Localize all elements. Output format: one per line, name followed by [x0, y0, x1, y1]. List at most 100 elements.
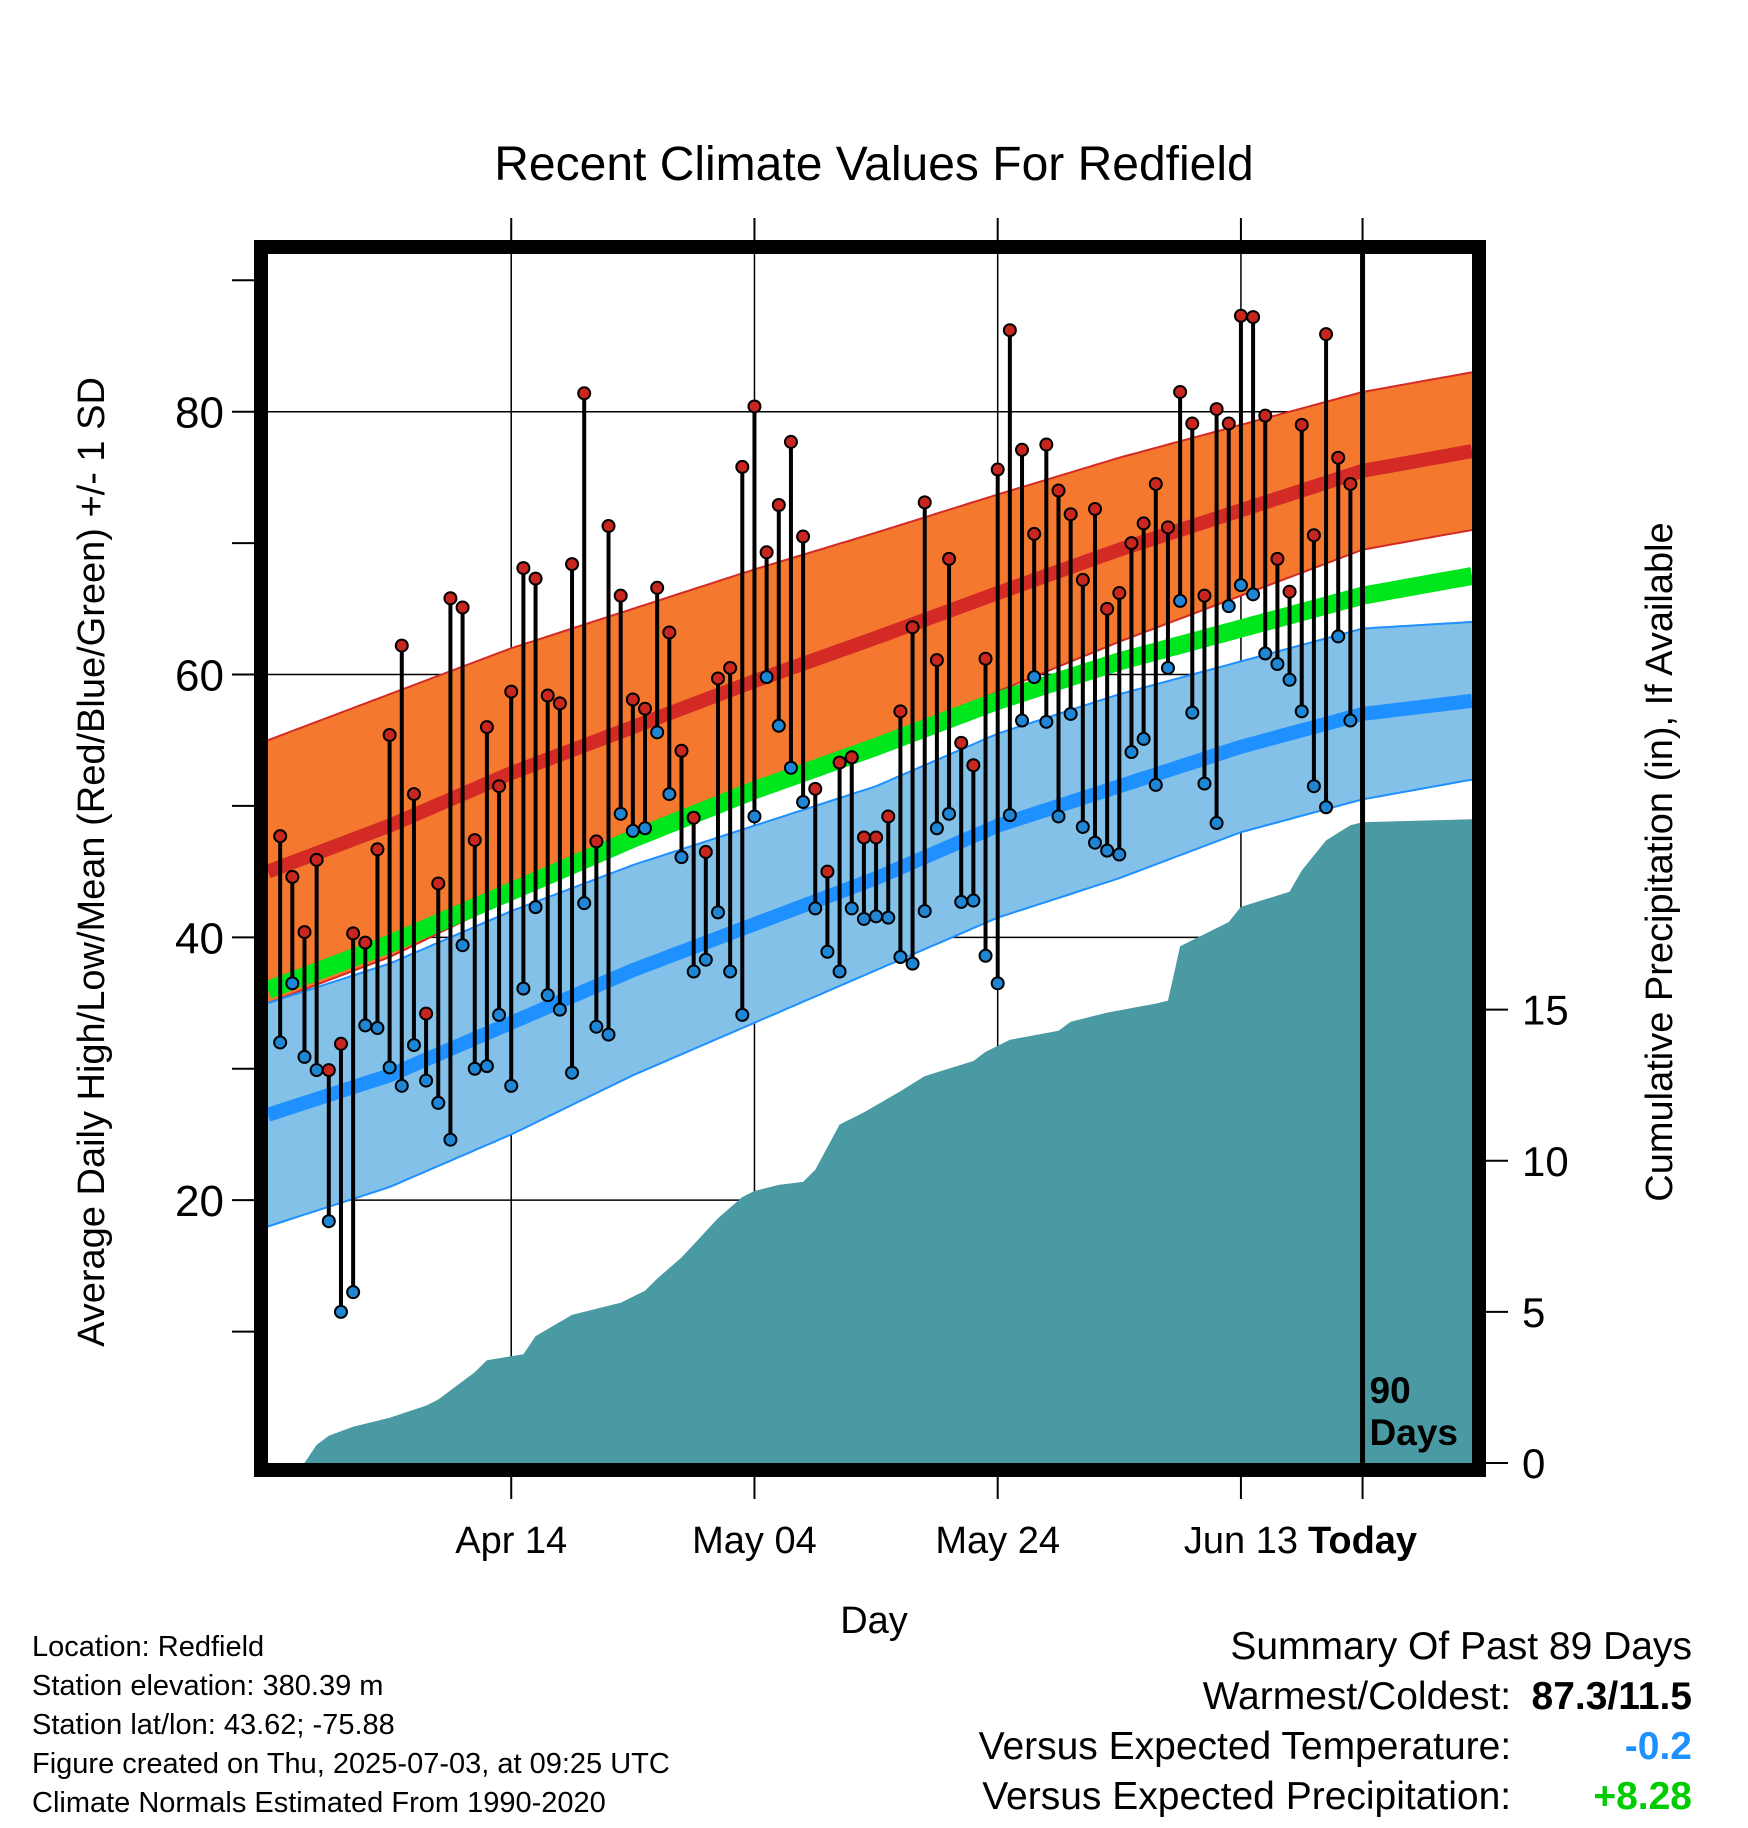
observed-low-point — [333, 1304, 348, 1319]
observed-high-point — [735, 459, 750, 474]
y-tick-label: 80 — [175, 389, 224, 438]
observed-high-point — [333, 1036, 348, 1051]
observed-low-point — [650, 725, 665, 740]
observed-low-point — [1160, 660, 1175, 675]
observed-high-point — [747, 399, 762, 414]
observed-low-point — [406, 1038, 421, 1053]
observed-low-point — [832, 964, 847, 979]
observed-low-point — [370, 1021, 385, 1036]
observed-high-point — [528, 571, 543, 586]
observed-low-point — [638, 821, 653, 836]
observed-low-point — [297, 1049, 312, 1064]
observed-low-point — [1173, 593, 1188, 608]
observed-low-point — [1112, 847, 1127, 862]
x-tick-label: May 24 — [935, 1520, 1060, 1562]
y-tick-label: 40 — [175, 914, 224, 963]
observed-low-point — [735, 1007, 750, 1022]
observed-high-point — [942, 551, 957, 566]
observed-low-point — [1063, 706, 1078, 721]
observed-high-point — [990, 462, 1005, 477]
observed-high-point — [565, 557, 580, 572]
observed-high-point — [540, 688, 555, 703]
observed-high-point — [467, 833, 482, 848]
observed-low-point — [1039, 714, 1054, 729]
observed-low-point — [1100, 843, 1115, 858]
observed-low-point — [321, 1214, 336, 1229]
observed-low-point — [1270, 657, 1285, 672]
observed-low-point — [710, 905, 725, 920]
y2-axis-label: Cumulative Precipitation (in), If Availa… — [1639, 522, 1681, 1201]
summary-temp-anomaly: Versus Expected Temperature: -0.2 — [979, 1722, 1692, 1772]
observed-high-point — [1282, 584, 1297, 599]
observed-high-point — [674, 743, 689, 758]
observed-high-point — [662, 625, 677, 640]
observed-high-point — [832, 755, 847, 770]
observed-high-point — [638, 701, 653, 716]
temp-anomaly-label: Versus Expected Temperature: — [978, 1725, 1512, 1768]
observed-low-point — [771, 718, 786, 733]
observed-high-point — [370, 842, 385, 857]
observed-high-point — [321, 1063, 336, 1078]
observed-high-point — [273, 829, 288, 844]
observed-low-point — [528, 900, 543, 915]
observed-low-point — [467, 1061, 482, 1076]
observed-low-point — [856, 911, 871, 926]
observed-high-point — [796, 529, 811, 544]
observed-low-point — [394, 1078, 409, 1093]
observed-high-point — [601, 519, 616, 534]
observed-low-point — [1148, 777, 1163, 792]
observed-low-point — [552, 1002, 567, 1017]
observed-low-point — [1136, 731, 1151, 746]
observed-low-point — [285, 976, 300, 991]
observed-low-point — [382, 1060, 397, 1075]
observed-low-point — [1027, 670, 1042, 685]
observed-low-point — [613, 806, 628, 821]
summary-warmest-coldest: Warmest/Coldest: 87.3/11.5 — [979, 1672, 1692, 1722]
x-axis-label: Day — [840, 1600, 908, 1642]
observed-high-point — [297, 925, 312, 940]
observed-high-point — [1209, 402, 1224, 417]
observed-high-point — [1197, 588, 1212, 603]
observed-low-point — [625, 823, 640, 838]
observed-high-point — [710, 671, 725, 686]
plot-frame — [254, 240, 1486, 1477]
observed-high-point — [309, 852, 324, 867]
normals-text: Climate Normals Estimated From 1990-2020 — [32, 1787, 606, 1819]
observed-low-point — [747, 809, 762, 824]
observed-low-point — [1051, 809, 1066, 824]
observed-high-point — [978, 651, 993, 666]
observed-low-point — [443, 1132, 458, 1147]
observed-high-point — [479, 720, 494, 735]
observed-low-point — [942, 806, 957, 821]
observed-low-point — [917, 904, 932, 919]
observed-low-point — [1015, 713, 1030, 728]
x-tick-label: Jun 13 — [1184, 1520, 1298, 1562]
observed-low-point — [516, 981, 531, 996]
observed-high-point — [650, 580, 665, 595]
observed-high-point — [1294, 417, 1309, 432]
observed-high-point — [1331, 450, 1346, 465]
observed-high-point — [552, 696, 567, 711]
observed-high-point — [285, 869, 300, 884]
observed-high-point — [1002, 323, 1017, 338]
observed-low-point — [662, 787, 677, 802]
observed-low-point — [723, 964, 738, 979]
observed-low-point — [1331, 629, 1346, 644]
observed-high-point — [1136, 516, 1151, 531]
observed-high-point — [382, 727, 397, 742]
observed-high-point — [1258, 408, 1273, 423]
y-tick-label: 60 — [175, 652, 224, 701]
temp-anomaly-value: -0.2 — [1624, 1725, 1692, 1768]
observed-high-point — [1160, 520, 1175, 535]
observed-high-point — [1100, 601, 1115, 616]
observed-high-point — [589, 834, 604, 849]
observed-low-point — [954, 894, 969, 909]
observed-low-point — [431, 1095, 446, 1110]
observed-low-point — [273, 1035, 288, 1050]
precip-anomaly-value: +8.28 — [1593, 1775, 1692, 1818]
location-text: Location: Redfield — [32, 1631, 265, 1663]
observed-low-point — [504, 1078, 519, 1093]
observed-low-point — [492, 1007, 507, 1022]
